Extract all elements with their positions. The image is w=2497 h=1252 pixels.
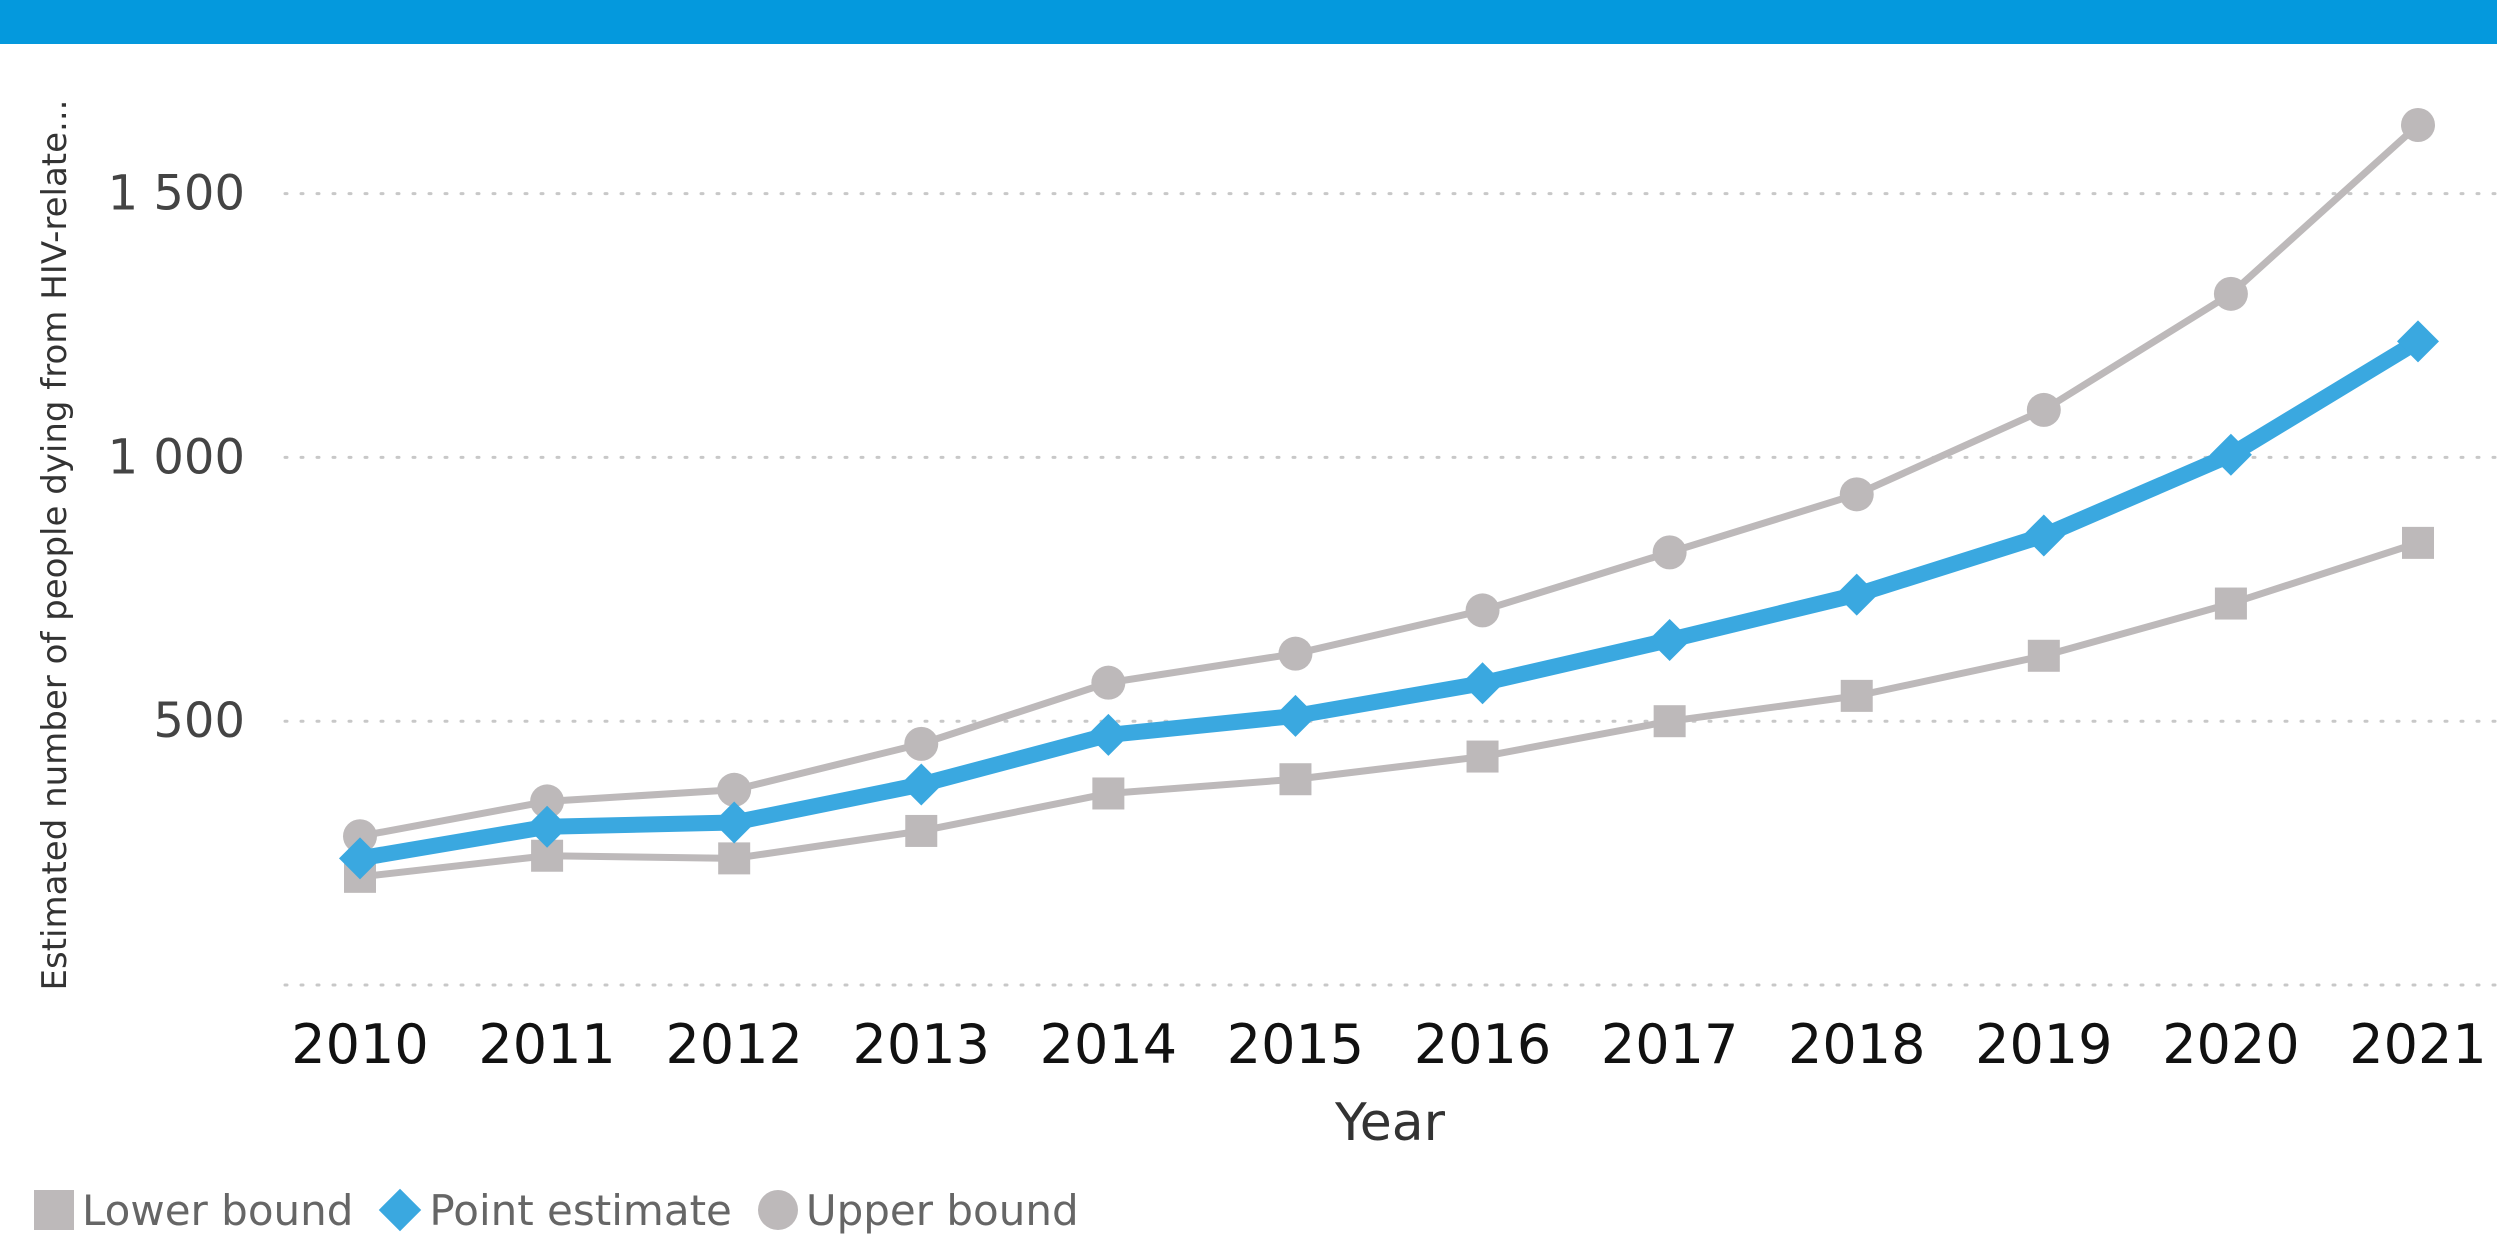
gridlines [283, 192, 2497, 987]
point-estimate-point[interactable] [1087, 713, 1130, 756]
point-estimate-point[interactable] [526, 805, 569, 848]
lower-bound-point[interactable] [1279, 763, 1312, 796]
lower-bound-point[interactable] [905, 814, 938, 847]
point-estimate-point[interactable] [339, 837, 381, 880]
square-marker-icon [34, 1190, 74, 1230]
x-tick-label: 2011 [478, 1013, 615, 1076]
x-tick-label: 2016 [1414, 1013, 1551, 1076]
series-upper-bound [343, 108, 2435, 854]
point-estimate-point[interactable] [2209, 433, 2252, 476]
legend-label-lower-bound: Lower bound [82, 1185, 354, 1235]
legend-item-upper-bound[interactable]: Upper bound [757, 1185, 1079, 1235]
lower-bound-line [359, 539, 2420, 881]
series-point-estimate [339, 320, 2439, 880]
point-estimate-point[interactable] [1461, 662, 1504, 705]
series-lower-bound [344, 526, 2434, 893]
y-tick-label: 1 500 [108, 166, 245, 222]
lower-bound-point[interactable] [1653, 705, 1686, 738]
legend-label-point-estimate: Point estimate [429, 1185, 732, 1235]
point-estimate-point[interactable] [900, 763, 943, 806]
x-tick-label: 2017 [1601, 1013, 1738, 1076]
x-tick-label: 2020 [2162, 1013, 2299, 1076]
legend-label-upper-bound: Upper bound [805, 1185, 1079, 1235]
point-estimate-point[interactable] [1274, 694, 1317, 737]
upper-bound-point[interactable] [1839, 477, 1874, 512]
upper-bound-point[interactable] [2401, 108, 2435, 143]
lower-bound-point[interactable] [2214, 587, 2247, 620]
diamond-marker-icon [379, 1188, 422, 1232]
upper-bound-point[interactable] [2026, 392, 2061, 427]
point-estimate-point[interactable] [1835, 573, 1878, 616]
upper-bound-point[interactable] [1465, 593, 1500, 628]
legend-item-point-estimate[interactable]: Point estimate [379, 1185, 732, 1235]
lower-bound-point[interactable] [2402, 526, 2434, 559]
x-tick-label: 2015 [1227, 1013, 1364, 1076]
lower-bound-point[interactable] [2027, 639, 2060, 672]
upper-bound-point[interactable] [1091, 665, 1126, 700]
series-lines [339, 108, 2439, 893]
header-bar [0, 0, 2497, 44]
upper-bound-point[interactable] [1652, 535, 1687, 570]
y-axis-title: Estimated number of people dying from HI… [35, 100, 75, 991]
circle-marker-icon [757, 1190, 798, 1230]
x-tick-label: 2018 [1788, 1013, 1925, 1076]
point-estimate-point[interactable] [1648, 618, 1691, 661]
upper-bound-point[interactable] [2213, 276, 2248, 311]
upper-bound-point[interactable] [343, 819, 377, 854]
x-tick-label: 2013 [853, 1013, 990, 1076]
x-tick-label: 2012 [665, 1013, 802, 1076]
point-estimate-point[interactable] [2022, 514, 2065, 557]
lower-bound-point[interactable] [1466, 740, 1499, 773]
upper-bound-point[interactable] [1278, 636, 1313, 671]
y-tick-label: 500 [153, 693, 245, 749]
x-tick-label: 2014 [1040, 1013, 1177, 1076]
legend-item-lower-bound[interactable]: Lower bound [34, 1186, 353, 1235]
x-tick-label: 2019 [1975, 1013, 2112, 1076]
point-estimate-line [358, 334, 2423, 867]
point-estimate-point[interactable] [2397, 320, 2439, 363]
x-tick-label: 2021 [2349, 1013, 2486, 1076]
legend: Lower bound Point estimate Upper bound [34, 1182, 1105, 1238]
x-axis-title: Year [1334, 1093, 1446, 1153]
x-axis-ticks: 2010 2011 2012 2013 2014 2015 2016 2017 2018 2019… [291, 1013, 2486, 1076]
upper-bound-point[interactable] [530, 784, 565, 819]
lower-bound-point[interactable] [718, 842, 751, 875]
y-axis-ticks: 500 1 000 1 500 [108, 166, 245, 750]
lower-bound-point[interactable] [1092, 777, 1125, 810]
y-tick-label: 1 000 [108, 429, 245, 485]
upper-bound-point[interactable] [717, 772, 752, 807]
upper-bound-line [359, 122, 2421, 840]
upper-bound-point[interactable] [904, 726, 939, 761]
x-tick-label: 2010 [291, 1013, 428, 1076]
point-estimate-point[interactable] [713, 801, 756, 844]
lower-bound-point[interactable] [1840, 679, 1873, 712]
